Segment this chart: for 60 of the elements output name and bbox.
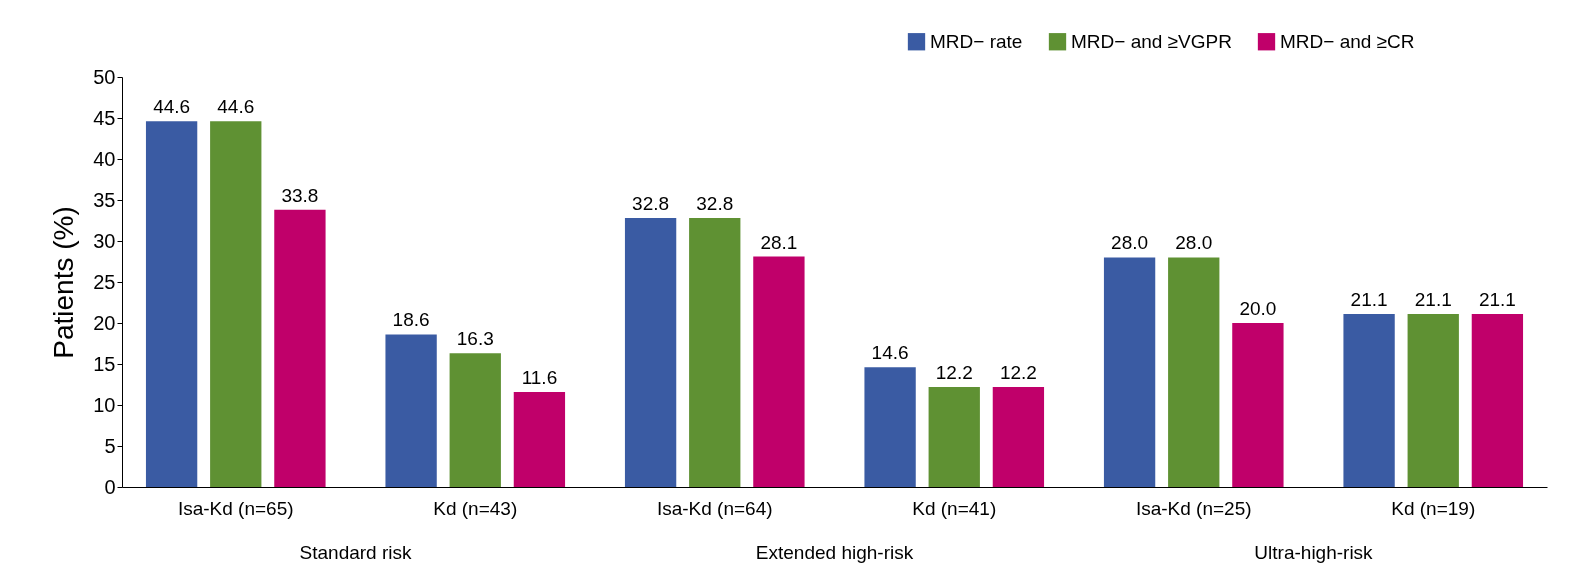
bar [928, 386, 980, 487]
y-tick-label: 35 [93, 188, 116, 211]
y-tick-label: 25 [93, 270, 116, 293]
bar [992, 386, 1045, 487]
bar [449, 353, 501, 487]
data-label: 21.1 [1414, 288, 1452, 310]
y-tick-label: 15 [93, 352, 116, 375]
data-label: 28.0 [1111, 232, 1149, 254]
bar [1232, 323, 1284, 487]
x-tick-label: Kd (n=41) [912, 497, 997, 519]
legend-label: MRD− and ≥VGPR [1071, 30, 1232, 52]
bar [1343, 313, 1395, 487]
data-label: 21.1 [1350, 288, 1388, 310]
text: Standard risk [299, 542, 412, 563]
data-label: 32.8 [632, 193, 670, 215]
y-tick-label: 40 [93, 147, 116, 170]
bar [864, 367, 916, 487]
text: Ultra-high-risk [1254, 542, 1374, 563]
legend-label: MRD− and ≥CR [1280, 30, 1415, 52]
bar [1471, 313, 1524, 487]
x-tick-label: Isa-Kd (n=65) [177, 497, 294, 519]
bar [624, 218, 677, 487]
bar [1168, 257, 1220, 487]
bar [274, 209, 326, 487]
data-label: 44.6 [217, 96, 255, 118]
bar [210, 121, 262, 487]
data-label: 12.2 [999, 361, 1037, 383]
data-label: 20.0 [1239, 298, 1277, 319]
data-label: 28.1 [760, 231, 798, 253]
text: Extended high-risk [755, 542, 914, 563]
data-label: 28.0 [1175, 232, 1213, 254]
data-label: 16.3 [456, 328, 494, 350]
bar [513, 391, 566, 487]
bar [753, 256, 805, 487]
bar [689, 218, 741, 487]
x-tick-label: Isa-Kd (n=25) [1135, 497, 1252, 519]
x-tick-label: Kd (n=19) [1391, 497, 1476, 519]
y-tick-label: 0 [104, 475, 116, 498]
y-tick-label: 10 [93, 393, 116, 416]
data-label: 33.8 [281, 184, 319, 206]
y-tick-label: 45 [93, 106, 116, 129]
data-label: 12.2 [935, 361, 973, 383]
legend-label: MRD− rate [930, 30, 1023, 52]
bar [145, 121, 198, 487]
y-tick-label: 5 [104, 434, 116, 457]
data-label: 32.8 [696, 193, 734, 215]
y-axis-title: Patients (%) [48, 206, 80, 359]
data-label: 44.6 [153, 96, 191, 118]
y-tick-label: 30 [93, 229, 116, 252]
data-label: 21.1 [1478, 288, 1516, 310]
bar [1407, 313, 1459, 487]
bar [1103, 257, 1156, 487]
x-tick-label: Kd (n=43) [433, 497, 518, 519]
data-label: 18.6 [392, 309, 430, 331]
y-tick-label: 20 [93, 311, 116, 334]
data-label: 14.6 [871, 342, 909, 364]
x-tick-label: Isa-Kd (n=64) [656, 497, 773, 519]
bar [385, 334, 437, 487]
data-label: 11.6 [521, 366, 558, 388]
y-tick-label: 50 [93, 65, 116, 88]
